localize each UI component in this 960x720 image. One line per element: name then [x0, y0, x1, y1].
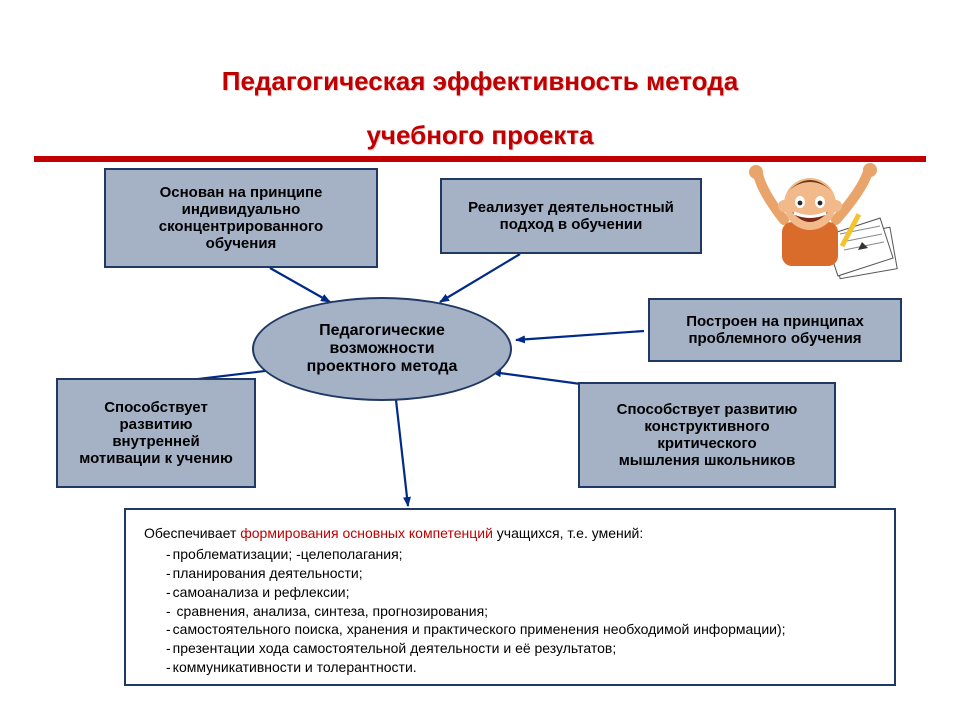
title-line-1: Педагогическая эффективность метода — [0, 66, 960, 97]
bottom-list-item: проблематизации; -целеполагания; — [166, 545, 876, 564]
bottom-list-item: коммуникативности и толерантности. — [166, 658, 876, 677]
center-ellipse: Педагогическиевозможностипроектного мето… — [252, 297, 512, 401]
title-line-2: учебного проекта — [0, 120, 960, 151]
box-right-text: Построен на принципахпроблемного обучени… — [686, 313, 864, 347]
bottom-list-item: самоанализа и рефлексии; — [166, 583, 876, 602]
arrow — [270, 268, 330, 302]
box-left-text: Способствуетразвитиювнутреннеймотивации … — [79, 399, 233, 467]
box-top-left-text: Основан на принципеиндивидуальносконцент… — [159, 184, 323, 252]
box-right: Построен на принципахпроблемного обучени… — [648, 298, 902, 362]
bottom-list: проблематизации; -целеполагания;планиров… — [144, 545, 876, 677]
box-bottom-right-text: Способствует развитиюконструктивногокрит… — [617, 401, 798, 469]
arrow — [440, 254, 520, 302]
bottom-highlight: формирования основных компетенций — [240, 525, 493, 541]
bottom-tail: учащихся, т.е. умений: — [497, 525, 643, 541]
bottom-list-item: сравнения, анализа, синтеза, прогнозиров… — [166, 602, 876, 621]
arrow — [396, 400, 408, 506]
box-top-right-text: Реализует деятельностныйподход в обучени… — [468, 199, 674, 233]
bottom-box: Обеспечивает формирования основных компе… — [124, 508, 896, 686]
box-top-right: Реализует деятельностныйподход в обучени… — [440, 178, 702, 254]
box-bottom-right: Способствует развитиюконструктивногокрит… — [578, 382, 836, 488]
slide-canvas: Педагогическая эффективность метода учеб… — [0, 0, 960, 720]
bottom-lead: Обеспечивает — [144, 525, 240, 541]
center-ellipse-text: Педагогическиевозможностипроектного мето… — [307, 322, 458, 376]
bottom-list-item: самостоятельного поиска, хранения и прак… — [166, 620, 876, 639]
arrow — [516, 331, 644, 340]
student-clipart-icon — [744, 162, 904, 282]
bottom-list-item: презентации хода самостоятельной деятель… — [166, 639, 876, 658]
box-top-left: Основан на принципеиндивидуальносконцент… — [104, 168, 378, 268]
box-left: Способствуетразвитиювнутреннеймотивации … — [56, 378, 256, 488]
bottom-list-item: планирования деятельности; — [166, 564, 876, 583]
